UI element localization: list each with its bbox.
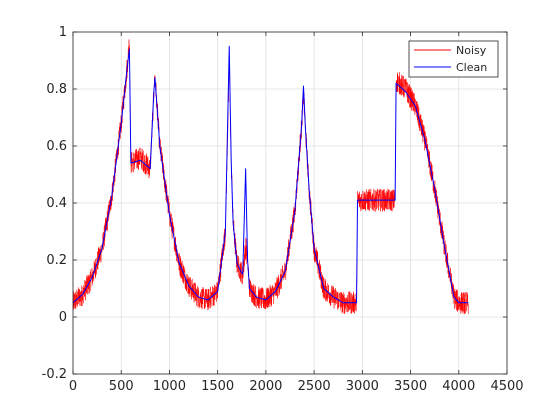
x-tick-label: 4000: [442, 379, 475, 394]
x-tick-label: 1500: [201, 379, 234, 394]
x-tick-label: 500: [109, 379, 134, 394]
x-tick-label: 3500: [394, 379, 427, 394]
legend-box: [408, 40, 499, 78]
series-layer: [72, 39, 469, 315]
legend-label-noisy: Noisy: [456, 44, 487, 57]
x-tick-label: 4500: [490, 379, 523, 394]
y-tick-label: 0.8: [46, 82, 67, 97]
x-tick-label: 0: [69, 379, 77, 394]
y-tick-label: 0.2: [46, 253, 67, 268]
y-tick-label: -0.2: [42, 367, 67, 382]
legend-label-clean: Clean: [456, 61, 487, 74]
x-tick-label: 2000: [249, 379, 282, 394]
legend: Noisy Clean: [408, 40, 499, 78]
x-tick-label: 3000: [346, 379, 379, 394]
y-tick-label: 0.4: [46, 196, 67, 211]
ticks: 0 500 1000 1500 2000 2500 3000 3500 4000 4500 -0.2…: [42, 25, 524, 394]
series-line-clean: [72, 45, 469, 304]
y-tick-label: 0: [59, 310, 67, 325]
y-tick-label: 0.6: [46, 139, 67, 154]
series-line-noisy: [72, 39, 469, 315]
x-tick-label: 1000: [153, 379, 186, 394]
x-tick-label: 2500: [298, 379, 331, 394]
y-tick-label: 1: [59, 25, 67, 40]
